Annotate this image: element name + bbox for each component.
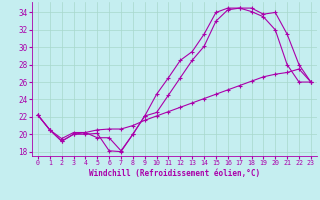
X-axis label: Windchill (Refroidissement éolien,°C): Windchill (Refroidissement éolien,°C) bbox=[89, 169, 260, 178]
